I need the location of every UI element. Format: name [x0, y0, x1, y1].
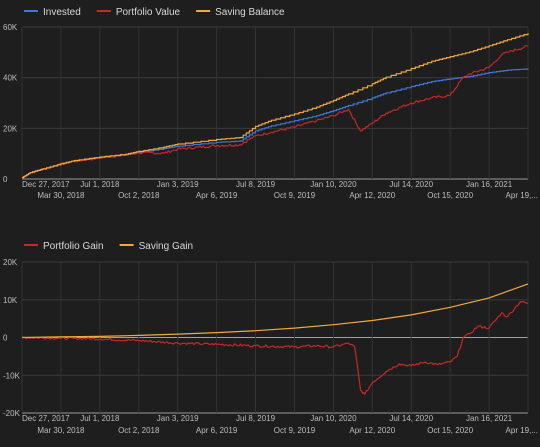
y-tick-label: 0	[3, 334, 8, 343]
x-tick-label: Dec 27, 2017	[22, 414, 70, 423]
chart-panel-2: -20K -10K 0 10K 20K Dec 27, 2017 Jul 1, 2018 Ja…	[3, 241, 538, 435]
x-tick-label: Jul 1, 2018	[80, 414, 120, 423]
y-tick-label: 40K	[3, 74, 18, 83]
series-line-invested	[22, 68, 529, 179]
x-tick-label: Apr 12, 2020	[349, 426, 395, 435]
chart-panel-1: 0 20K 40K 60K Dec 27, 2017 Jul 1, 2018 Jan 3, …	[3, 7, 538, 200]
x-tick-label: Apr 6, 2019	[196, 191, 238, 200]
y-tick-label: 20K	[3, 124, 18, 133]
y-tick-label: -20K	[3, 409, 21, 418]
x-tick-label: Oct 15, 2020	[427, 426, 473, 435]
x-tick-label: Mar 30, 2018	[37, 191, 85, 200]
legend-item-invested[interactable]: Invested	[24, 7, 81, 18]
x-tick-label: Jul 1, 2018	[80, 180, 120, 189]
legend-label: Invested	[43, 7, 81, 18]
legend-item-saving-balance[interactable]: Saving Balance	[196, 7, 285, 18]
y-tick-label: 0	[3, 175, 8, 184]
x-tick-label: Jan 3, 2019	[157, 414, 199, 423]
x-tick-label: Apr 19,...	[506, 191, 538, 200]
x-tick-label: Oct 9, 2019	[274, 426, 316, 435]
x-tick-label: Oct 15, 2020	[427, 191, 473, 200]
x-tick-label: Jul 14, 2020	[389, 180, 433, 189]
legend-label: Portfolio Gain	[43, 241, 104, 252]
series-line-saving-gain	[21, 283, 529, 339]
x-tick-label: Apr 19,...	[506, 426, 538, 435]
x-tick-label: Jul 14, 2020	[389, 414, 433, 423]
x-tick-label: Jan 10, 2020	[310, 180, 357, 189]
y-tick-label: -10K	[3, 371, 21, 380]
x-tick-label: Jan 16, 2021	[466, 180, 513, 189]
x-tick-label: Mar 30, 2018	[37, 426, 85, 435]
legend-item-saving-gain[interactable]: Saving Gain	[119, 241, 193, 252]
x-tick-label: Apr 12, 2020	[349, 191, 395, 200]
x-tick-label: Jan 16, 2021	[466, 414, 513, 423]
legend-label: Portfolio Value	[116, 7, 181, 18]
x-tick-label: Dec 27, 2017	[22, 180, 70, 189]
legend-item-portfolio-gain[interactable]: Portfolio Gain	[24, 241, 104, 252]
x-tick-label: Jan 3, 2019	[157, 180, 199, 189]
series-line-saving-balance	[22, 33, 529, 179]
y-tick-label: 60K	[3, 23, 18, 32]
x-tick-label: Oct 2, 2018	[118, 426, 160, 435]
x-tick-label: Jan 10, 2020	[310, 414, 357, 423]
x-tick-label: Oct 2, 2018	[118, 191, 160, 200]
legend-label: Saving Gain	[139, 241, 193, 252]
legend-item-portfolio-value[interactable]: Portfolio Value	[96, 7, 181, 18]
x-tick-label: Oct 9, 2019	[274, 191, 316, 200]
series-line-portfolio-gain	[21, 300, 529, 395]
y-tick-label: 10K	[3, 296, 18, 305]
legend-label: Saving Balance	[215, 7, 285, 18]
y-tick-label: 20K	[3, 258, 18, 267]
x-tick-label: Jul 8, 2019	[236, 180, 276, 189]
x-tick-label: Apr 6, 2019	[196, 426, 238, 435]
x-tick-label: Jul 8, 2019	[236, 414, 276, 423]
